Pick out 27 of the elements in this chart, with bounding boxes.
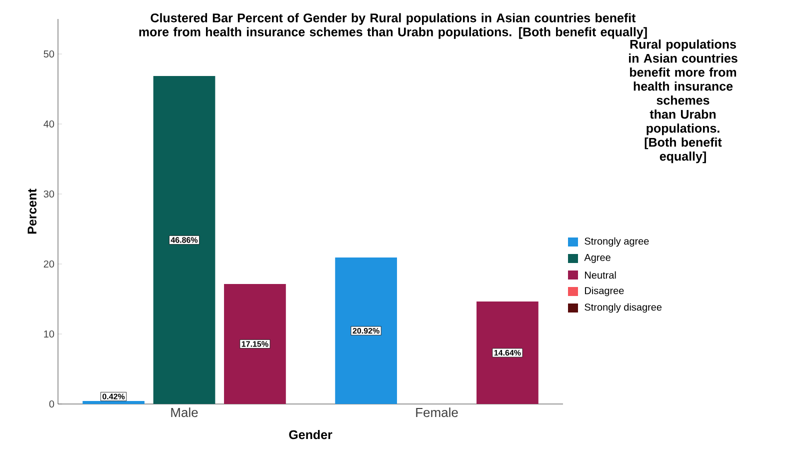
x-axis-title: Gender xyxy=(289,430,332,440)
x-tick-label: Male xyxy=(171,408,198,418)
legend-label: Neutral xyxy=(585,271,616,279)
bar xyxy=(224,284,286,404)
data-label: 0.42% xyxy=(102,394,125,400)
y-axis-title: Percent xyxy=(28,188,36,234)
bar xyxy=(153,76,216,404)
x-tick-label: Female xyxy=(416,408,458,418)
y-tick-label: 20 xyxy=(44,260,54,268)
bar xyxy=(476,302,538,404)
legend-label: Disagree xyxy=(585,286,624,296)
y-tick-label: 30 xyxy=(44,190,54,198)
y-tick-label: 50 xyxy=(44,50,54,58)
data-label: 17.15% xyxy=(242,341,268,347)
legend-label: Agree xyxy=(584,254,610,263)
chart-title: Clustered Bar Percent of Gender by Rural populations in Asian countries benefit more from health insurance schemes than Urabn populations. [Both benefit equally] xyxy=(139,13,647,39)
y-tick-label: 10 xyxy=(44,330,54,338)
bar xyxy=(335,258,397,404)
text: Rural populations in Asian countries benefit more from health insurance schemes than Urabn populations. [Both benefit equally] xyxy=(629,40,738,164)
legend-label: Strongly disagree xyxy=(584,303,662,313)
data-label: 20.92% xyxy=(352,328,380,334)
y-tick-label: 40 xyxy=(44,120,54,128)
y-tick-label: 0 xyxy=(49,400,54,408)
data-label: 14.64% xyxy=(494,350,521,356)
legend-label: Strongly agree xyxy=(584,237,649,247)
data-label: 46.86% xyxy=(170,237,198,243)
bar xyxy=(82,401,144,404)
